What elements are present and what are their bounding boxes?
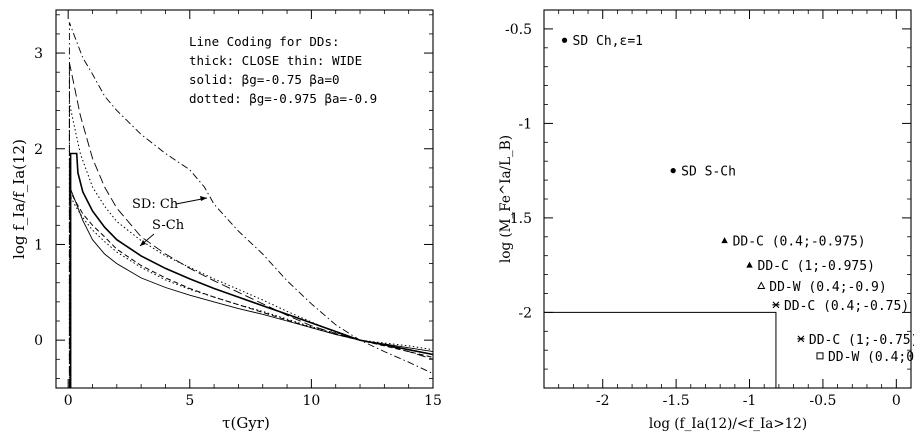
left-y-tick-label: 0	[34, 333, 43, 349]
point-marker-1	[561, 37, 568, 43]
series-line-6	[69, 152, 434, 388]
right-x-tick-label: -0.5	[809, 393, 836, 409]
right-x-axis-label: log (f_Ia(12)/<f_Ia>12)	[649, 416, 807, 432]
right-y-tick-label: 1.5	[510, 211, 532, 227]
point-marker-6	[772, 301, 780, 309]
reference-box-line	[544, 311, 777, 388]
left-chart: 0 5 10 15 0 1 2 3 Line Coding for DDs: thick: C…	[10, 9, 442, 432]
left-series-group	[68, 22, 434, 388]
right-plot-frame	[543, 9, 912, 389]
line-coding-legend: Line Coding for DDs: thick: CLOSE thin: …	[189, 34, 377, 106]
left-y-tick-label: 3	[34, 46, 43, 62]
point-label-3: DD-C (0.4;-0.975)	[733, 235, 866, 250]
right-reference-box	[544, 311, 777, 388]
point-marker-5	[757, 281, 766, 289]
right-points-group: SD Ch,ε=1 SD S-Ch DD-C (0.4;-0.975) DD-C (1…	[561, 34, 914, 365]
series-line-4	[70, 191, 434, 388]
left-axis-ticks: 0 5 10 15 0 1 2 3	[34, 10, 442, 409]
point-label-7: DD-C (1;-0.75)	[809, 333, 914, 348]
left-x-tick-label: 0	[64, 393, 73, 409]
legend-line-2: thick: CLOSE thin: WIDE	[189, 53, 362, 68]
left-x-axis-label: τ(Gyr)	[222, 414, 270, 432]
series-line-5	[70, 196, 434, 388]
left-y-tick-label: 2	[34, 142, 43, 158]
right-chart: -2 -1.5 -1 -0.5 0 -0.5 -1 1.5 -2 SD Ch,ε=1 SD S-C…	[498, 9, 914, 432]
right-x-tick-label: -2	[596, 393, 610, 409]
right-y-tick-label: -1	[518, 116, 532, 132]
point-label-2: SD S-Ch	[681, 165, 736, 180]
annotation-s-ch: S-Ch	[152, 218, 185, 233]
legend-line-3: solid: βg=-0.75 βa=0	[189, 72, 340, 87]
left-y-axis-label: log f_Ia/f_Ia(12)	[10, 139, 28, 259]
right-y-axis-label: log (M_Fe^Ia/L_B)	[498, 135, 514, 263]
point-marker-2	[670, 168, 676, 174]
point-marker-3	[721, 237, 728, 244]
point-marker-8	[816, 352, 824, 360]
point-label-4: DD-C (1;-0.975)	[758, 259, 875, 274]
right-y-tick-label: -2	[518, 305, 532, 321]
series-line-2	[68, 62, 434, 388]
series-line-7	[70, 188, 434, 388]
right-axis-ticks: -2 -1.5 -1 -0.5 0 -0.5 -1 1.5 -2	[505, 10, 911, 409]
legend-line-4: dotted: βg=-0.975 βa=-0.9	[189, 91, 377, 106]
legend-line-1: Line Coding for DDs:	[189, 34, 340, 49]
left-plot-frame	[55, 9, 434, 389]
annotation-arrowhead-sd	[200, 196, 207, 201]
point-label-1: SD Ch,ε=1	[573, 34, 643, 49]
point-label-8: DD-W (0.4;0)	[828, 350, 914, 365]
right-y-tick-label: -0.5	[505, 22, 532, 38]
point-label-5: DD-W (0.4;-0.9)	[769, 280, 886, 295]
left-x-tick-label: 10	[302, 393, 320, 409]
right-x-tick-label: -1.5	[663, 393, 690, 409]
point-marker-4	[746, 261, 753, 268]
right-x-tick-label: 0	[892, 393, 901, 409]
point-label-6: DD-C (0.4;-0.75)	[784, 299, 909, 314]
annotation-sd-ch: SD: Ch	[132, 197, 179, 212]
left-x-tick-label: 5	[185, 393, 194, 409]
left-x-tick-label: 15	[424, 393, 442, 409]
left-y-tick-label: 1	[34, 237, 43, 253]
annotation-arrowhead-sch	[140, 240, 146, 246]
right-x-tick-label: -1	[743, 393, 757, 409]
series-line-1	[68, 22, 434, 388]
point-marker-7	[797, 335, 805, 343]
